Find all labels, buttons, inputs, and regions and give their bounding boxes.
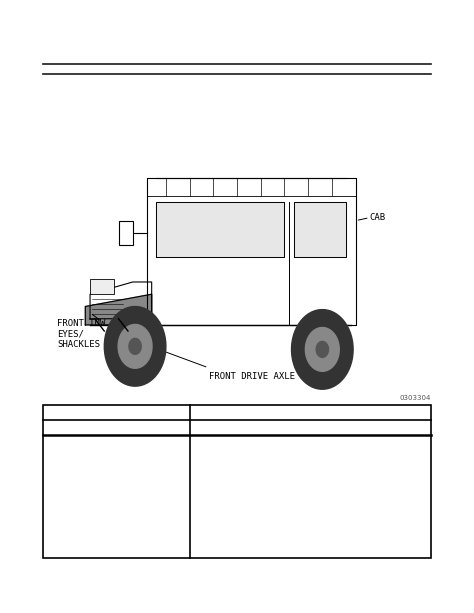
Bar xyxy=(43,405,431,558)
Polygon shape xyxy=(118,324,152,368)
Polygon shape xyxy=(90,282,152,319)
Polygon shape xyxy=(104,306,166,386)
Text: 0303304: 0303304 xyxy=(400,395,431,402)
Polygon shape xyxy=(316,341,328,357)
Bar xyxy=(118,221,133,245)
Bar xyxy=(90,279,114,294)
Polygon shape xyxy=(129,338,141,354)
Polygon shape xyxy=(305,327,339,371)
Polygon shape xyxy=(147,178,356,325)
Polygon shape xyxy=(156,202,284,257)
Text: CAB: CAB xyxy=(370,213,386,222)
Polygon shape xyxy=(294,202,346,257)
Polygon shape xyxy=(292,310,353,389)
Text: FRONT TOW
EYES/
SHACKLES: FRONT TOW EYES/ SHACKLES xyxy=(57,319,105,349)
Text: FRONT DRIVE AXLE: FRONT DRIVE AXLE xyxy=(209,373,294,381)
Polygon shape xyxy=(85,294,152,325)
